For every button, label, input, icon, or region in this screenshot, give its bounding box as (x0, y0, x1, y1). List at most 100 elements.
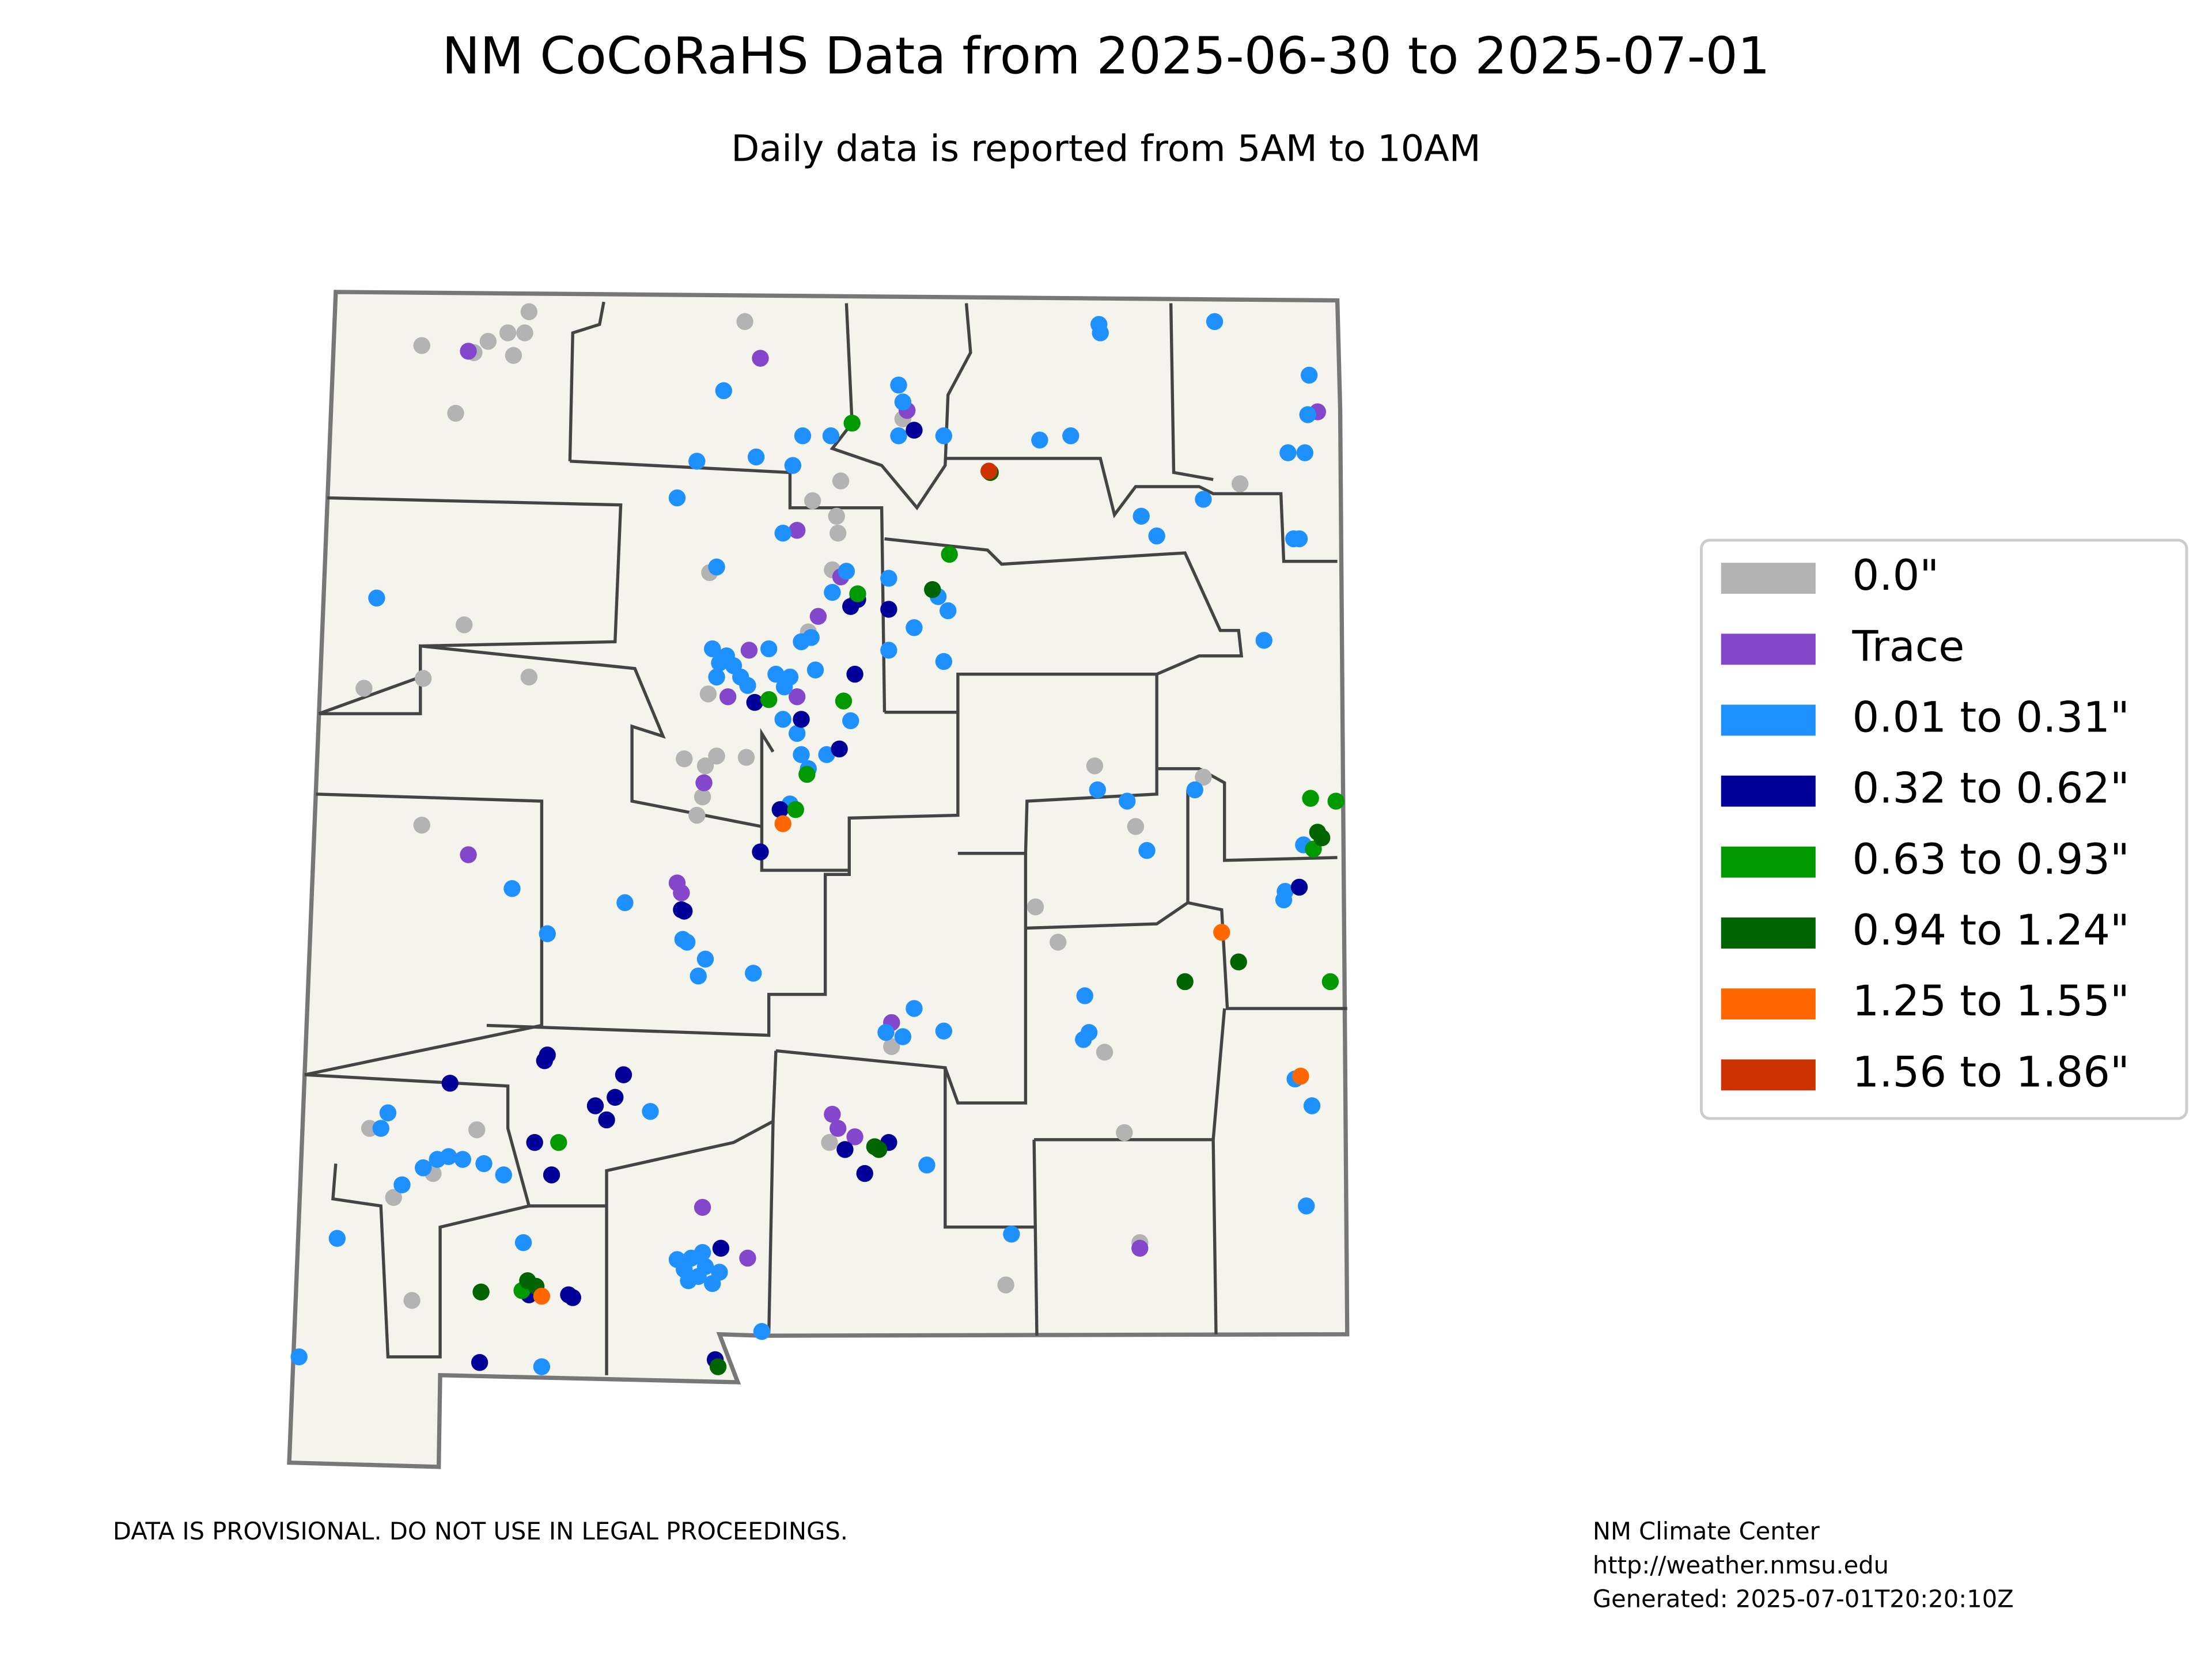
station-dot (1138, 842, 1156, 859)
station-dot (456, 616, 473, 634)
station-dot (393, 1176, 411, 1193)
station-dot (616, 894, 634, 912)
station-dot (1092, 324, 1109, 342)
station-dot (760, 691, 778, 708)
station-dot (870, 1141, 888, 1158)
station-dot (739, 677, 756, 694)
station-dot (1292, 1067, 1309, 1085)
legend-label: 1.25 to 1.55" (1853, 977, 2130, 1026)
legend-swatch (1721, 634, 1816, 665)
station-dot (894, 393, 912, 411)
station-dot (877, 1023, 895, 1041)
station-dot (372, 1120, 389, 1137)
station-dot (941, 545, 958, 563)
station-dot (413, 337, 430, 354)
legend-label: 0.32 to 0.62" (1853, 764, 2130, 813)
station-dot (368, 589, 385, 607)
station-dot (533, 1287, 551, 1305)
station-dot (695, 774, 713, 791)
station-dot (403, 1292, 421, 1309)
station-dot (883, 1038, 900, 1055)
station-dot (503, 880, 521, 897)
station-dot (822, 427, 840, 445)
station-dot (1096, 1044, 1113, 1061)
legend-swatch (1721, 1059, 1816, 1091)
station-dot (890, 427, 907, 445)
station-dot (745, 965, 762, 982)
station-dot (771, 801, 789, 818)
station-dot (739, 1249, 756, 1267)
station-dot (516, 324, 533, 342)
station-dot (774, 525, 791, 542)
station-dot (514, 1234, 532, 1252)
station-dot (1321, 973, 1339, 991)
station-dot (1027, 898, 1044, 916)
legend-label: 0.01 to 0.31" (1853, 693, 2130, 742)
station-dot (454, 1151, 471, 1168)
station-dot (737, 749, 755, 766)
station-dot (533, 1358, 551, 1375)
station-dot (1119, 792, 1136, 810)
station-dot (824, 583, 841, 601)
station-dot (1313, 829, 1331, 847)
station-dot (787, 801, 804, 818)
station-dot (809, 608, 827, 625)
station-dot (894, 1028, 912, 1045)
station-dot (924, 581, 941, 598)
station-dot (1116, 1124, 1133, 1142)
station-dot (708, 747, 725, 765)
station-dot (906, 1000, 923, 1017)
station-dot (290, 1348, 308, 1366)
station-dot (774, 815, 791, 832)
station-dot (1050, 934, 1067, 951)
station-dot (495, 1166, 512, 1184)
station-dot (1176, 973, 1194, 991)
subtitle: Daily data is reported from 5AM to 10AM (731, 128, 1480, 170)
station-dot (1255, 632, 1272, 649)
station-dot (694, 788, 711, 806)
station-dot (1195, 768, 1212, 786)
station-dot (846, 1128, 863, 1146)
station-dot (607, 1089, 624, 1106)
station-dot (328, 1230, 346, 1247)
legend-swatch (1721, 917, 1816, 949)
station-dot (846, 665, 863, 683)
station-dot (460, 343, 477, 360)
station-dot (849, 585, 866, 602)
station-dot (708, 558, 725, 576)
station-dot (843, 415, 861, 432)
station-dot (440, 1148, 457, 1165)
station-dot (355, 680, 373, 697)
legend-swatch (1721, 775, 1816, 807)
station-dot (740, 642, 758, 659)
station-dot (842, 712, 859, 730)
legend-swatch (1721, 704, 1816, 736)
station-dot (642, 1103, 659, 1120)
station-dot (543, 1166, 560, 1184)
station-dot (1186, 781, 1203, 799)
county-lines (304, 301, 1347, 1375)
station-dot (1062, 427, 1080, 445)
station-dot (676, 750, 693, 768)
legend-label: Trace (1852, 622, 1965, 671)
station-dot (836, 1141, 854, 1158)
station-dot (856, 1165, 873, 1182)
station-dot (838, 563, 855, 580)
station-dot (880, 570, 897, 587)
station-dot (520, 303, 538, 320)
station-dot (460, 846, 477, 863)
station-dot (1290, 530, 1308, 548)
station-dot (441, 1075, 459, 1092)
station-dot (830, 525, 847, 542)
station-dot (793, 711, 810, 728)
station-dot (835, 692, 853, 710)
station-dot (615, 1066, 632, 1083)
station-dot (479, 332, 497, 350)
station-dot (940, 602, 957, 620)
legend-swatch (1721, 563, 1816, 594)
station-dot (471, 1354, 488, 1371)
station-dot (499, 324, 517, 342)
station-dot (752, 350, 769, 367)
station-dot (1299, 406, 1316, 423)
